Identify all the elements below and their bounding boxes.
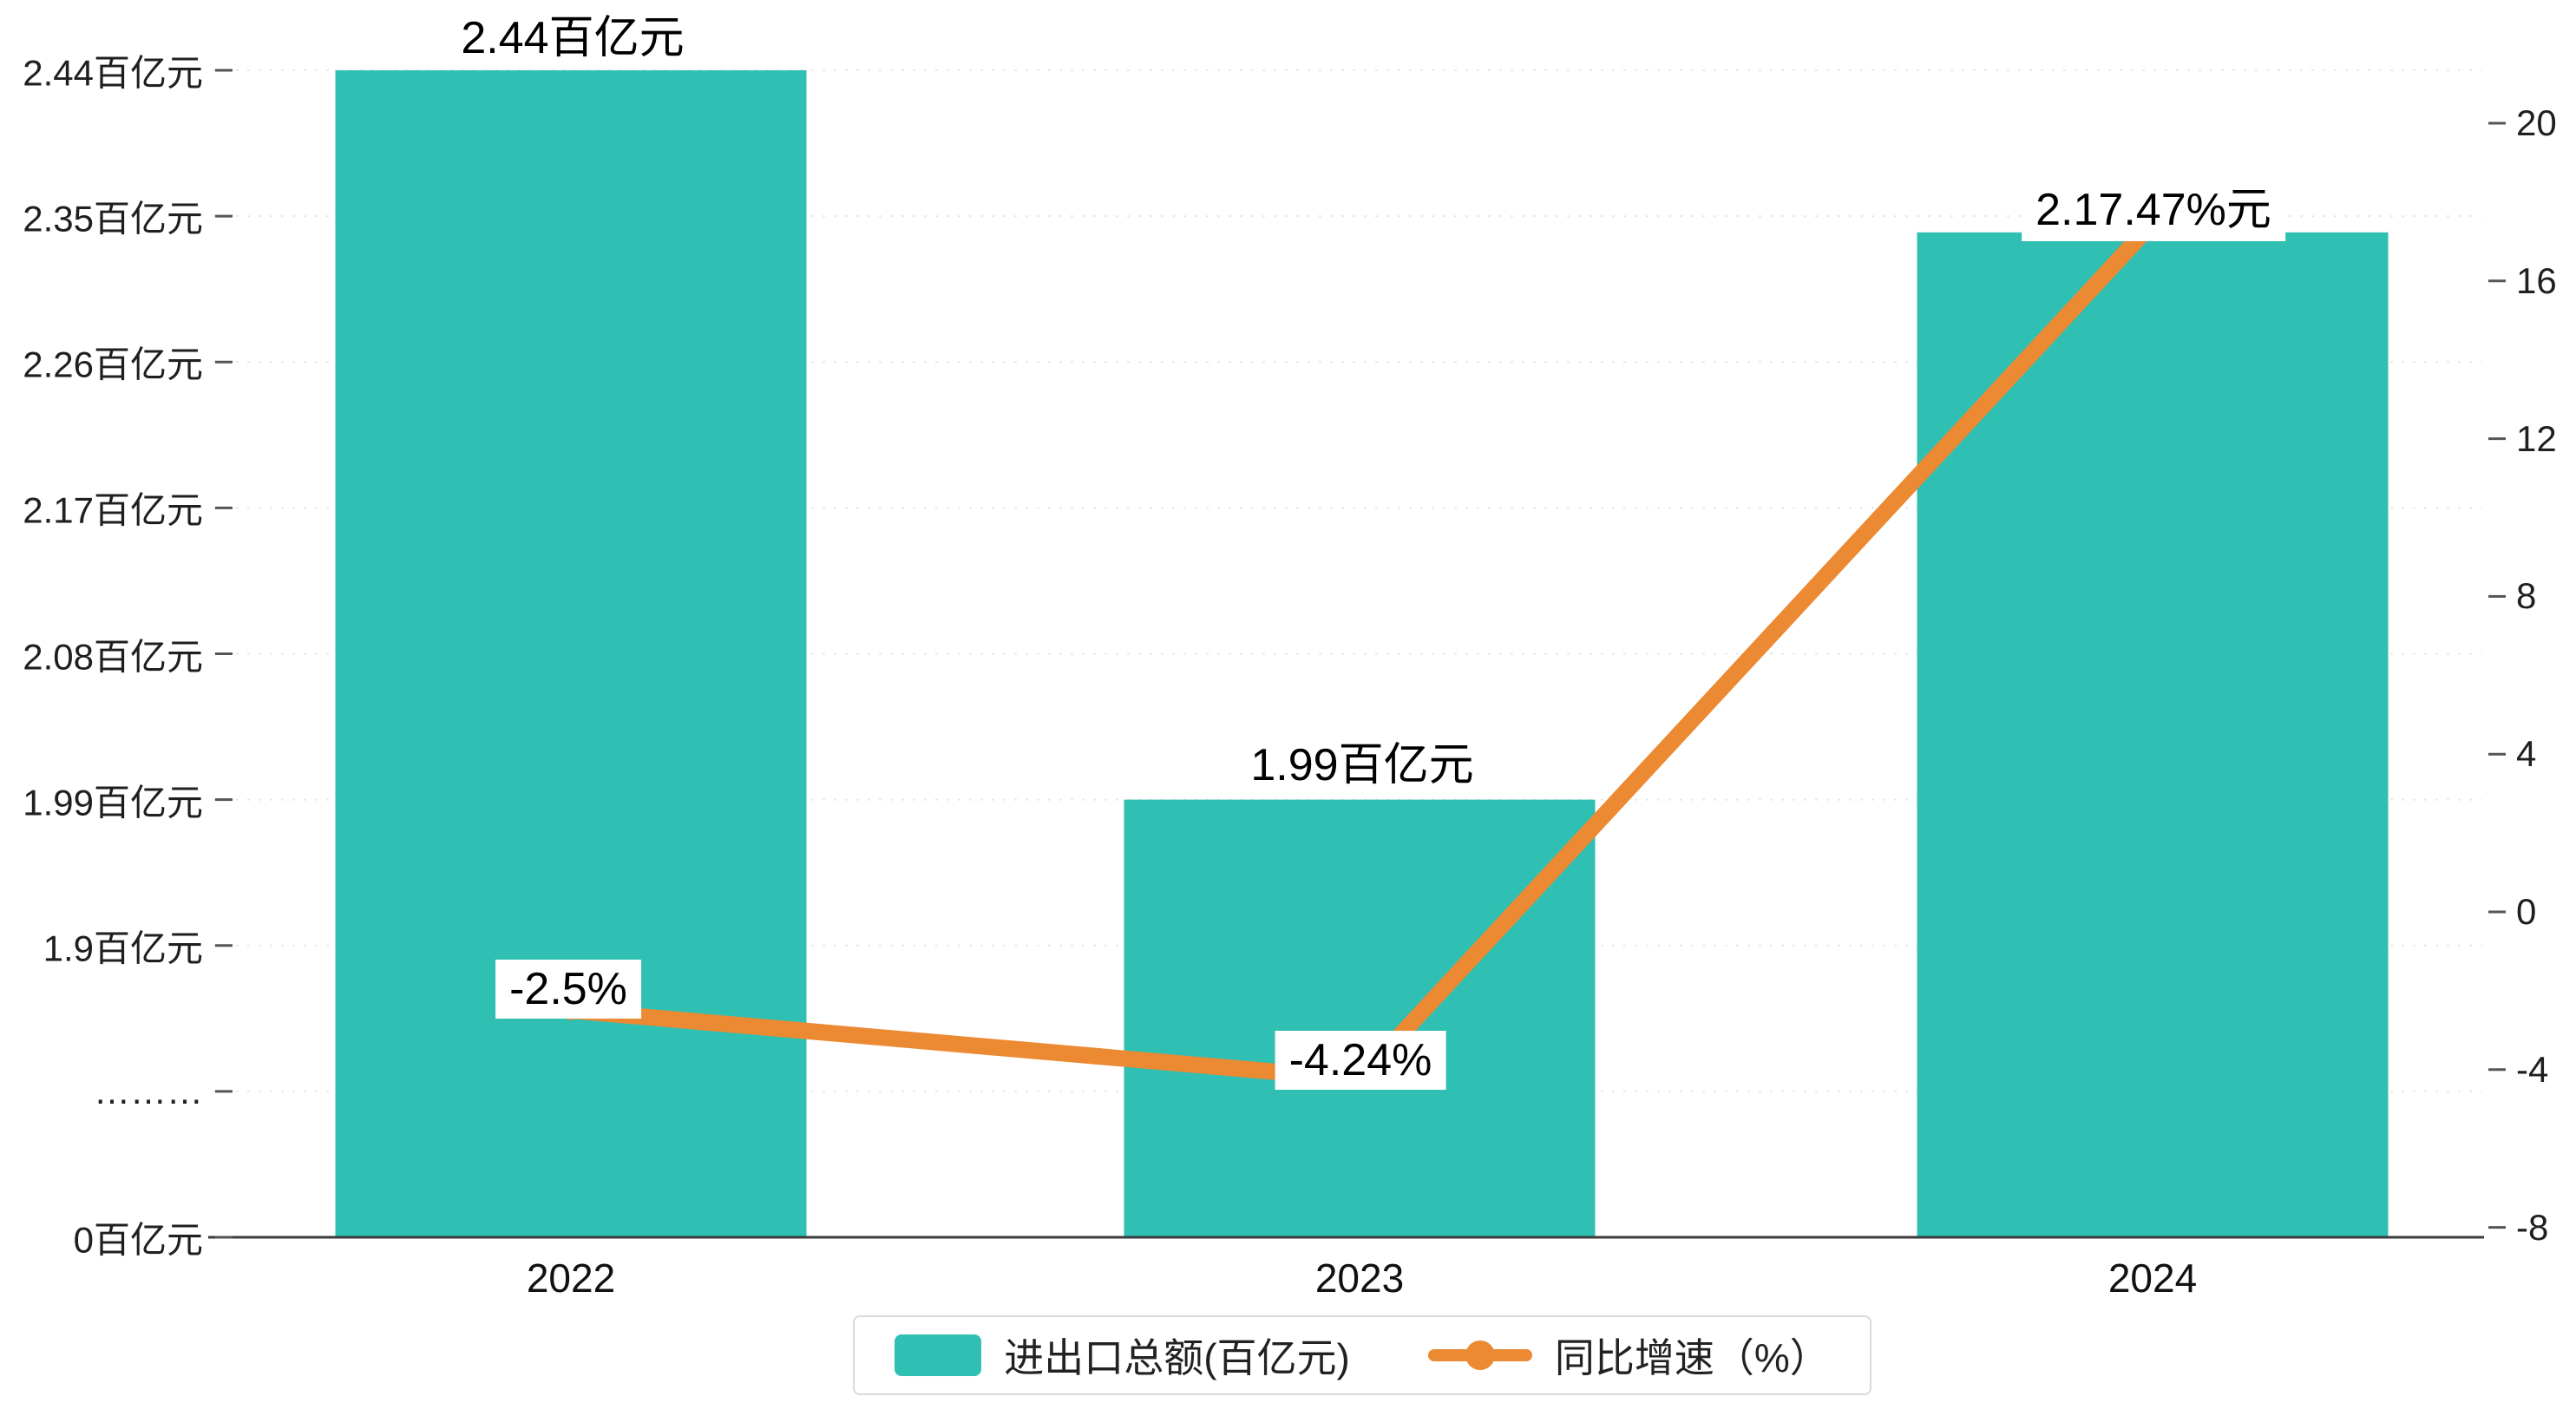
bar-2022 [335,70,807,1237]
line-value-label-2022: -2.5% [495,960,641,1019]
right-axis-tick-label: 8 [2516,575,2537,617]
left-axis-tick-label: 2.26百亿元 [23,344,203,385]
bar-2023 [1124,799,1596,1237]
legend-item-bar[interactable]: 进出口总额(百亿元) [895,1327,1350,1384]
right-axis-tick-label: 16 [2516,259,2557,301]
bar-value-label-2023: 1.99百亿元 [1236,724,1488,796]
left-axis-tick-label: 0百亿元 [73,1219,203,1261]
x-axis-label-2024: 2024 [2107,1255,2198,1301]
bar-series-swatch-icon [895,1334,982,1376]
left-axis-tick-label: 2.17百亿元 [23,489,203,531]
x-axis-label-2023: 2023 [1314,1255,1405,1301]
left-axis-tick-label: 2.08百亿元 [23,636,203,677]
bar-value-label-2024: 2.17.47%元 [2022,169,2285,241]
right-axis-tick-label: 0 [2516,891,2537,932]
left-axis-tick-label: 1.9百亿元 [43,928,203,969]
left-axis-tick-label: 2.44百亿元 [23,52,203,94]
left-axis-tick-label: 2.35百亿元 [23,198,203,239]
left-axis-tick-label: 1.99百亿元 [23,782,203,823]
bar-2024 [1917,232,2389,1237]
right-axis-tick-label: 20 [2516,102,2557,143]
legend-bar-label: 进出口总额(百亿元) [1004,1335,1350,1380]
line-series-marker-icon [1427,1334,1532,1376]
right-axis-tick-label: -4 [2516,1048,2549,1090]
left-axis-tick-label: ……… [94,1070,203,1111]
right-axis-tick-label: 12 [2516,417,2557,459]
right-axis-tick-label: 4 [2516,733,2537,775]
legend-line-label: 同比增速（%） [1554,1335,1830,1380]
right-axis-tick-label: -8 [2516,1206,2549,1248]
x-axis-label-2022: 2022 [526,1255,616,1301]
line-value-label-2023: -4.24% [1275,1031,1446,1090]
bar-value-label-2022: 2.44百亿元 [447,0,698,69]
legend: 进出口总额(百亿元) 同比增速（%） [853,1315,1871,1395]
legend-item-line[interactable]: 同比增速（%） [1427,1327,1830,1384]
